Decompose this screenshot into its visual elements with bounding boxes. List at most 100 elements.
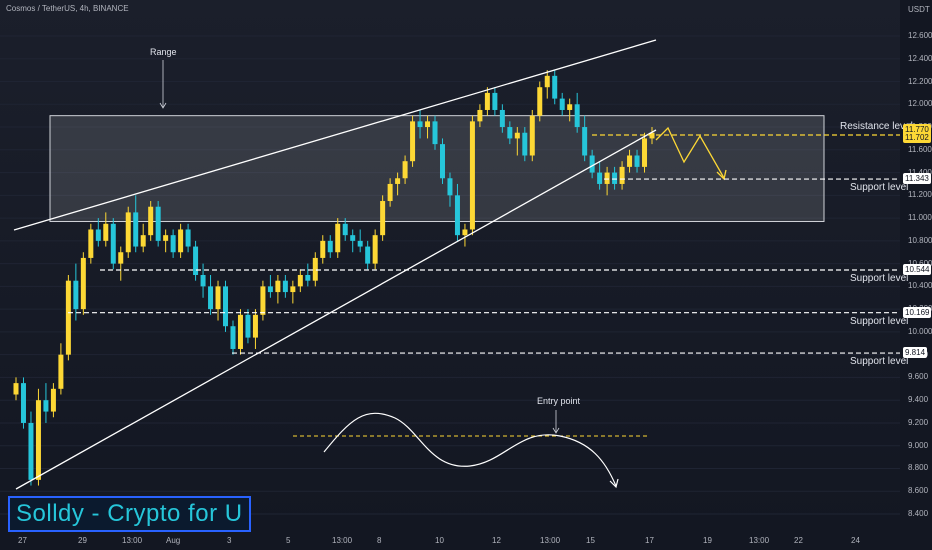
lower-trendline <box>15 129 657 490</box>
level-label: Support level <box>850 182 909 194</box>
candle-body <box>499 109 505 128</box>
watermark: Solldy - Crypto for U <box>8 496 251 532</box>
candle-body <box>305 275 311 281</box>
x-tick-label: 10 <box>435 536 444 545</box>
candle-body <box>589 155 595 173</box>
candle-body <box>529 115 535 156</box>
candle-body <box>50 388 56 412</box>
x-tick-label: 12 <box>492 536 501 545</box>
candle-body <box>365 246 371 264</box>
x-tick-label: 17 <box>645 536 654 545</box>
x-tick-label: 15 <box>586 536 595 545</box>
candle-body <box>619 166 625 184</box>
candle-body <box>484 92 490 110</box>
currency-label: USDT <box>908 5 930 14</box>
candle-body <box>425 121 431 128</box>
candle-body <box>193 246 199 275</box>
y-tick-label: 10.400 <box>908 281 932 291</box>
candle-body <box>395 178 401 184</box>
candle-body <box>282 280 288 293</box>
y-tick-label: 11.600 <box>908 144 932 154</box>
levels <box>68 134 900 354</box>
candle-body <box>507 127 513 139</box>
price-tag: 11.702 <box>903 132 931 144</box>
x-tick-label: 13:00 <box>749 536 770 545</box>
x-tick-label: 8 <box>377 536 382 545</box>
candle-body <box>297 275 303 287</box>
candle-body <box>215 286 221 310</box>
candle-body <box>58 354 64 389</box>
candle-body <box>469 121 475 230</box>
y-tick-label: 11.400 <box>908 168 932 177</box>
x-tick-label: 3 <box>227 536 232 545</box>
candle-body <box>462 229 468 236</box>
price-tag: 10.544 <box>903 263 932 275</box>
candle-body <box>118 252 124 264</box>
candle-body <box>522 132 528 156</box>
candle-body <box>342 223 348 236</box>
y-tick-label: 12.600 <box>908 31 932 40</box>
candle-body <box>170 235 176 253</box>
price-tag: 11.343 <box>903 173 931 185</box>
candle-body <box>447 178 453 196</box>
candle-body <box>410 121 416 162</box>
y-tick-label: 9.200 <box>908 417 929 427</box>
candle-body <box>43 400 49 412</box>
candle-body <box>402 161 408 179</box>
y-tick-label: 8.400 <box>908 509 929 518</box>
entry-curve-arrow <box>609 478 619 489</box>
candle-body <box>155 206 161 241</box>
candle-body <box>20 383 26 423</box>
candle-body <box>634 155 640 167</box>
candle-body <box>582 127 588 156</box>
candle-body <box>492 92 498 110</box>
candle-body <box>237 314 243 349</box>
level-label: Support level <box>850 356 909 368</box>
x-tick-label: 13:00 <box>540 536 561 545</box>
upper-trendline <box>13 39 657 231</box>
y-tick-label: 11.000 <box>908 213 932 223</box>
y-tick-label: 11.200 <box>908 190 932 200</box>
y-tick-label: 10.600 <box>908 259 932 268</box>
candle-body <box>103 223 109 241</box>
candle-body <box>80 257 86 310</box>
candle-body <box>267 286 273 293</box>
range-arrow-head <box>159 102 167 109</box>
candle-body <box>372 235 378 264</box>
candle-body <box>642 138 648 167</box>
candle-body <box>552 75 558 99</box>
candle-body <box>88 229 94 258</box>
candle-body <box>223 286 229 327</box>
x-tick-label: Aug <box>166 536 181 545</box>
candle-body <box>35 400 41 480</box>
grid <box>0 35 900 515</box>
y-tick-label: 12.000 <box>908 99 932 109</box>
candle-body <box>417 121 423 128</box>
candle-body <box>327 240 333 253</box>
candle-body <box>95 229 101 241</box>
x-tick-label: 5 <box>286 536 291 545</box>
candle-body <box>567 104 573 110</box>
candle-body <box>537 87 543 116</box>
y-tick-label: 12.200 <box>908 76 932 86</box>
entry-arrow-head <box>552 427 560 434</box>
y-tick-label: 12.400 <box>908 53 932 63</box>
candle-body <box>133 212 139 247</box>
y-tick-label: 9.000 <box>908 440 929 450</box>
level-label: Resistance level <box>840 121 913 132</box>
candle-body <box>178 229 184 253</box>
x-tick-label: 19 <box>703 536 712 545</box>
candle-body <box>73 280 79 310</box>
candle-body <box>185 229 191 247</box>
candle-body <box>28 422 34 480</box>
candle-body <box>454 195 460 236</box>
candle-body <box>544 75 550 88</box>
candle-body <box>357 240 363 247</box>
candle-body <box>559 98 565 110</box>
candle-body <box>387 183 393 202</box>
candle-body <box>290 286 296 293</box>
candle-body <box>574 104 580 128</box>
entry-curve <box>323 412 617 487</box>
candle-body <box>320 240 326 258</box>
y-tick-label: 10.800 <box>908 235 932 245</box>
